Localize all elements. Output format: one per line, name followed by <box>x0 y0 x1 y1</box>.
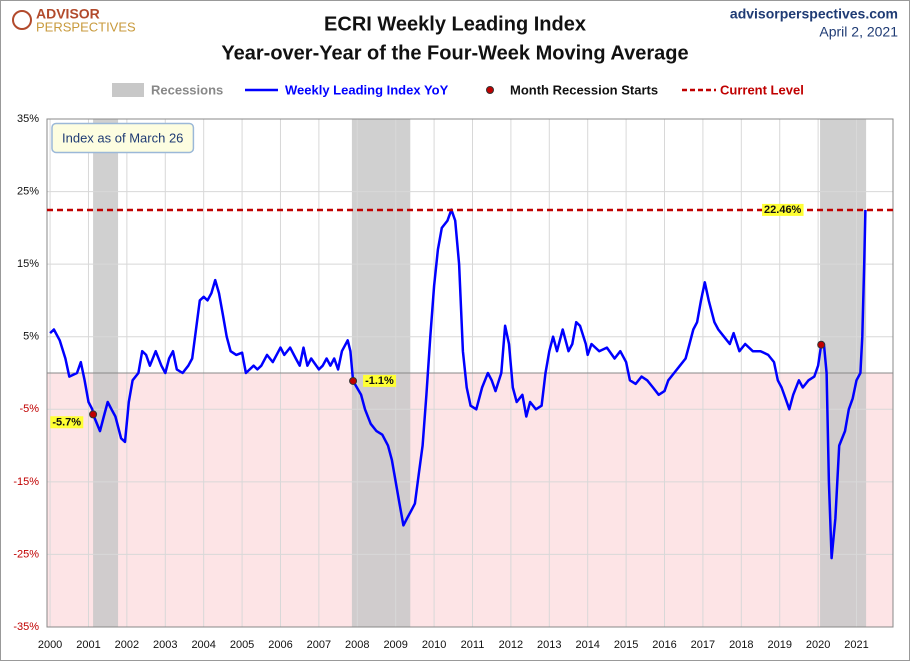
y-tick-label: -25% <box>13 548 39 560</box>
x-tick-label: 2006 <box>268 639 292 651</box>
x-tick-label: 2011 <box>461 639 485 651</box>
x-tick-label: 2014 <box>575 639 599 651</box>
negative-zone <box>47 373 893 627</box>
y-tick-label: -35% <box>13 621 39 633</box>
value-label: 22.46% <box>764 204 802 216</box>
logo-bottom: PERSPECTIVES <box>36 19 136 34</box>
x-tick-label: 2017 <box>691 639 715 651</box>
y-tick-label: 15% <box>17 258 39 270</box>
recession-start-dot <box>89 410 98 419</box>
x-tick-label: 2016 <box>652 639 676 651</box>
note: Index as of March 26 <box>62 130 183 145</box>
value-label-box <box>762 203 804 216</box>
value-label: -1.1% <box>365 375 394 387</box>
legend-label: Weekly Leading Index YoY <box>285 82 449 97</box>
y-tick-label: 5% <box>23 331 39 343</box>
chart-subtitle: Year-over-Year of the Four-Week Moving A… <box>221 42 688 64</box>
x-tick-label: 2021 <box>844 639 868 651</box>
x-tick-label: 2019 <box>767 639 791 651</box>
y-tick-label: -5% <box>19 403 39 415</box>
site: advisorperspectives.com <box>730 6 898 22</box>
logo-top: ADVISOR <box>36 6 100 22</box>
recession-start-dot <box>817 340 826 349</box>
x-tick-label: 2000 <box>38 639 62 651</box>
x-tick-label: 2018 <box>729 639 753 651</box>
x-tick-label: 2015 <box>614 639 638 651</box>
legend-label: Recessions <box>151 82 223 97</box>
x-tick-label: 2004 <box>191 639 215 651</box>
x-tick-label: 2009 <box>383 639 407 651</box>
x-tick-label: 2008 <box>345 639 369 651</box>
note-box <box>51 122 195 154</box>
x-tick-label: 2007 <box>307 639 331 651</box>
date: April 2, 2021 <box>819 24 898 40</box>
chart-title: ECRI Weekly Leading Index <box>324 13 586 35</box>
x-tick-label: 2012 <box>499 639 523 651</box>
x-tick-label: 2013 <box>537 639 561 651</box>
x-tick-label: 2002 <box>115 639 139 651</box>
y-tick-label: 25% <box>17 185 39 197</box>
legend-label: Current Level <box>720 82 804 97</box>
value-label-box <box>363 374 397 387</box>
x-tick-label: 2005 <box>230 639 254 651</box>
x-tick-label: 2010 <box>422 639 446 651</box>
y-tick-label: 35% <box>17 113 39 125</box>
logo-icon <box>12 10 32 30</box>
plot: -35% -25% -15% -5% 5% 15% 25% 35% 2000 2001 2002 20… <box>13 113 894 651</box>
value-label-box <box>50 416 84 429</box>
plot-border <box>46 118 894 628</box>
x-tick-label: 2003 <box>153 639 177 651</box>
y-tick-label: -15% <box>13 476 39 488</box>
legend-swatch <box>486 86 494 94</box>
value-label: -5.7% <box>52 416 81 428</box>
legend-label: Month Recession Starts <box>510 82 658 97</box>
recession-start-dot <box>349 376 358 385</box>
legend-swatch <box>112 83 144 97</box>
x-tick-label: 2001 <box>76 639 100 651</box>
x-tick-label: 2020 <box>806 639 830 651</box>
